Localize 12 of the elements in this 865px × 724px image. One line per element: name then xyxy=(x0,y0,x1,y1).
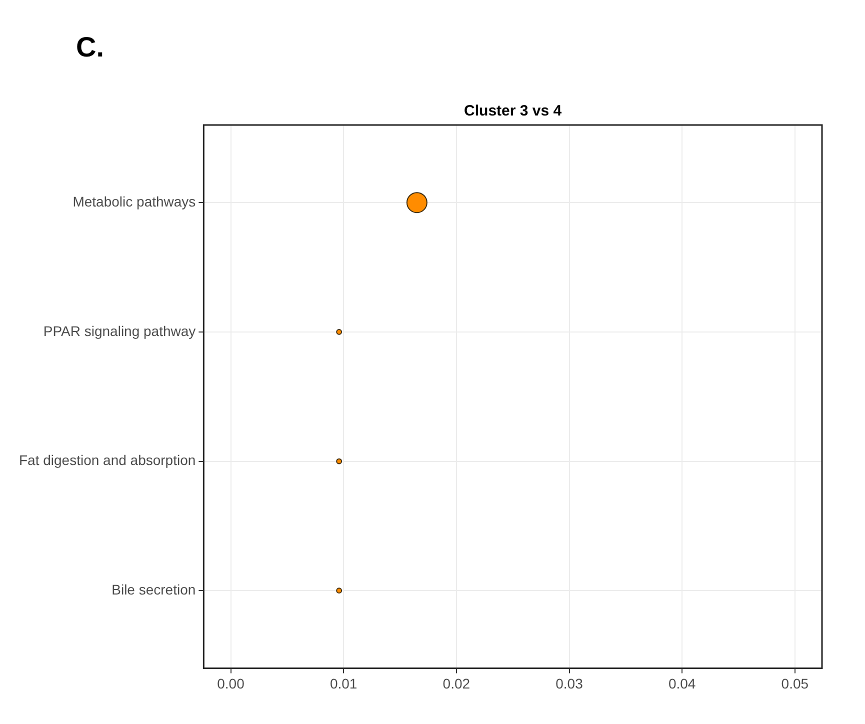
x-tick-label: 0.01 xyxy=(330,675,358,692)
y-tick-label: Fat digestion and absorption xyxy=(18,452,196,468)
y-tick-label: PPAR signaling pathway xyxy=(43,322,196,339)
chart-title: Cluster 3 vs 4 xyxy=(464,102,562,120)
x-tick-label: 0.05 xyxy=(781,675,809,692)
y-tick-label: Bile secretion xyxy=(112,581,196,598)
x-tick-label: 0.00 xyxy=(217,675,245,692)
text: C. xyxy=(76,32,104,63)
x-tick-label: 0.02 xyxy=(442,675,470,692)
x-tick-label: 0.04 xyxy=(668,675,696,692)
y-tick-label: Metabolic pathways xyxy=(72,193,196,210)
x-tick-label: 0.03 xyxy=(556,675,584,692)
